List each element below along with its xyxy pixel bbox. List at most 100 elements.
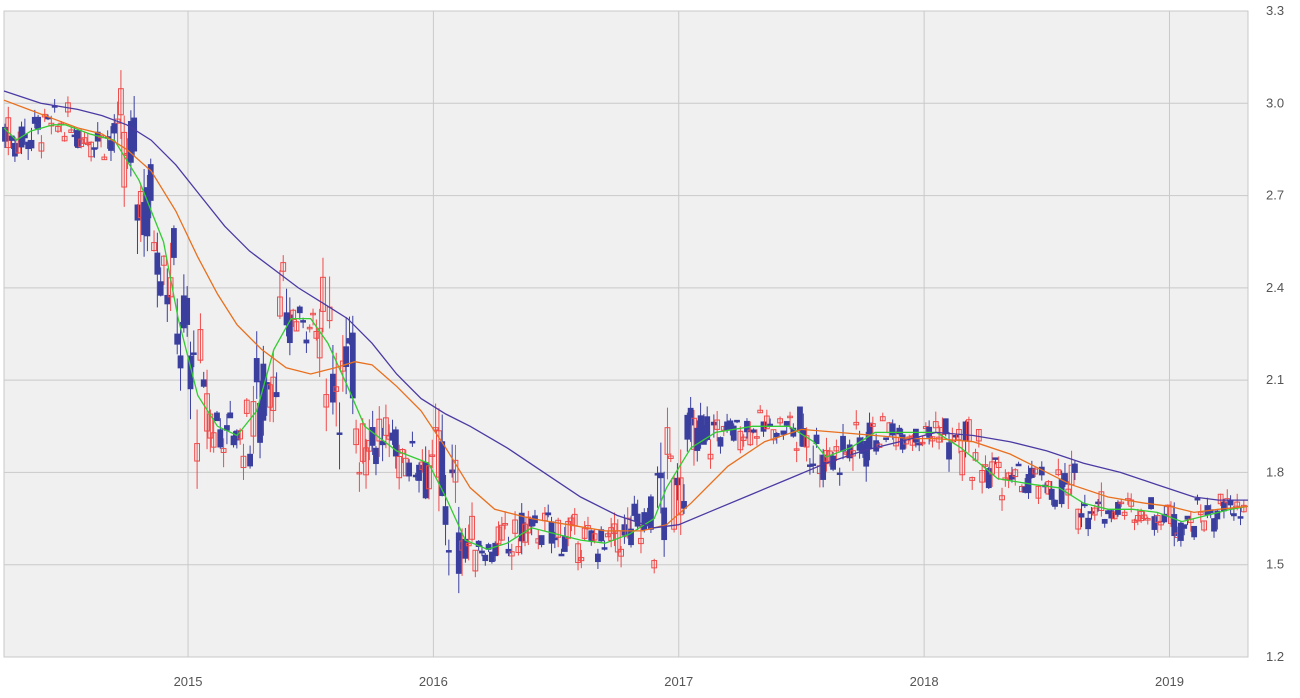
candle-up [999,487,1005,511]
candle-up [624,507,631,539]
candle-up [1111,511,1118,520]
candle-up [1045,480,1052,495]
candle-up [277,270,283,319]
candle-down [409,431,416,447]
candle-up [1154,512,1161,533]
candle-down [1161,505,1168,524]
candle-up [667,453,674,463]
candle-down [406,459,412,482]
candle-down [91,147,98,158]
candle-down [734,419,740,424]
candle-up [611,512,618,547]
candle-down [492,541,499,562]
candle-down [455,506,462,594]
y-tick-label: 2.7 [1266,188,1284,203]
candle-up [707,439,714,469]
candle-down [1115,500,1121,517]
candle-up [671,474,677,533]
candle-down [200,371,207,388]
y-tick-label: 3.0 [1266,95,1284,110]
candle-up [1138,508,1145,524]
x-tick-label: 2016 [419,674,448,689]
candle-up [1035,484,1042,504]
candle-down [260,345,267,436]
candle-up [979,463,986,494]
candle-up [1158,520,1164,531]
candle-up [1141,511,1148,521]
candle-down [621,514,628,544]
candle-up [194,409,201,489]
y-tick-label: 2.1 [1266,372,1284,387]
candle-up [869,416,876,435]
candle-up [5,106,12,156]
candle-down [343,316,350,395]
candle-down [750,428,757,434]
candle-up [101,153,108,161]
candle-down [1101,518,1108,528]
candle-up [1075,508,1082,535]
candle-up [777,416,783,426]
candle-down [177,321,184,391]
candle-up [618,545,624,568]
candle-down [489,551,495,564]
candle-down [253,331,260,399]
candle-up [306,324,313,333]
candle-down [1028,460,1035,479]
candle-down [992,457,999,465]
candle-down [482,552,489,566]
candle-down [588,529,595,546]
candle-up [714,410,721,442]
candle-up [452,444,459,503]
candle-up [754,429,760,446]
candle-up [359,418,366,464]
candle-down [783,421,790,434]
candle-layer [2,70,1247,594]
candle-up [969,476,976,490]
candle-down [631,495,638,522]
candle-up [515,538,522,556]
candle-up [793,441,800,463]
candle-down [863,431,870,482]
candle-down [538,535,545,548]
candle-up [975,428,982,448]
candle-up [472,549,479,578]
candle-up [995,456,1002,480]
candle-up [1012,468,1019,486]
candle-up [465,524,472,561]
candle-up [638,524,644,554]
candle-down [846,439,853,462]
candle-down [247,445,254,469]
candle-down [227,400,234,419]
candle-down [303,331,310,353]
candle-down [1009,466,1015,483]
candle-down [1088,506,1095,520]
candle-up [591,529,598,544]
candle-up [267,382,273,422]
candle-up [151,230,157,252]
ma-mid-line [3,99,1249,532]
grid-layer [4,11,1248,657]
x-tick-label: 2019 [1155,674,1184,689]
candle-down [889,419,896,440]
candle-up [426,449,432,500]
candle-up [1134,508,1141,526]
candle-up [833,439,840,462]
candle-up [323,378,330,432]
candle-up [1144,516,1151,525]
candle-down [883,437,889,443]
y-tick-label: 1.5 [1266,557,1284,572]
candle-up [240,443,247,480]
candle-up [740,434,747,447]
candle-down [1181,524,1188,536]
candle-up [78,128,85,149]
candle-down [684,412,691,452]
candle-down [286,297,293,356]
candle-up [879,412,886,422]
candle-up [575,541,581,571]
candle-up [210,418,217,453]
candle-down [1052,499,1058,510]
candle-up [313,319,320,341]
candle-down [28,127,35,152]
